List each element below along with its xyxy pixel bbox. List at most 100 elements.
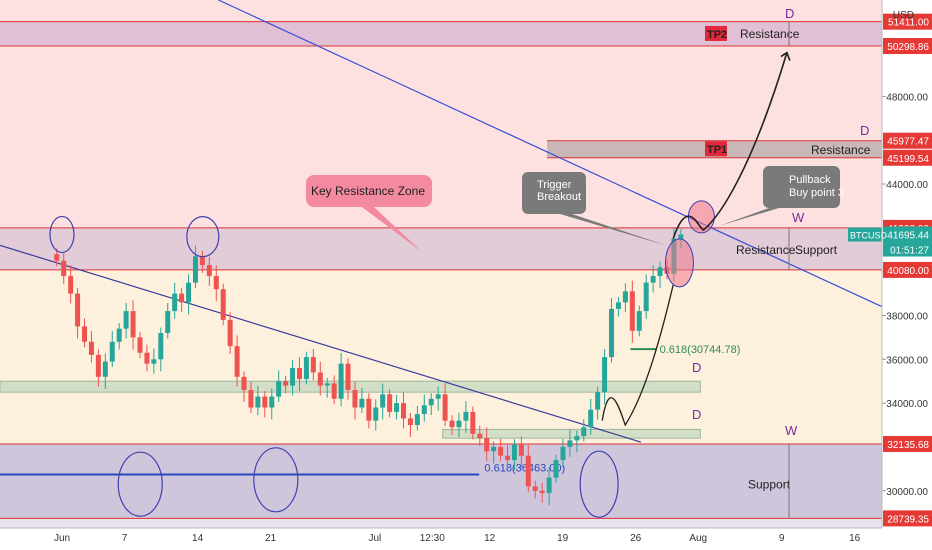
candle-body (317, 372, 323, 386)
candle-body (102, 361, 108, 377)
fib-label-low: 0.618(36463.00) (484, 462, 565, 474)
time-tick-label: 21 (265, 533, 277, 544)
candle-body (296, 368, 302, 380)
candle-body (539, 490, 545, 493)
candle-body (394, 403, 400, 412)
candle-body (615, 302, 621, 309)
candle-body (68, 276, 74, 294)
candle-body (435, 394, 441, 399)
time-tick-label: 26 (630, 533, 642, 544)
price-tick-label: 48000.00 (886, 92, 928, 103)
candle-body (179, 293, 185, 303)
candle-body (310, 357, 316, 373)
zone-3 (0, 443, 882, 519)
time-tick-label: 12:30 (420, 533, 445, 544)
candle-body (366, 398, 372, 421)
candle-body (290, 368, 296, 386)
mark-d-0: D (785, 6, 794, 21)
trigger-label-line: Trigger (537, 179, 572, 191)
candle-body (220, 289, 226, 320)
price-badge (883, 510, 932, 527)
candle-body (449, 420, 455, 428)
mark-d-1: D (860, 123, 869, 138)
candle-body (345, 363, 351, 390)
time-tick-label: Jun (54, 533, 70, 544)
candle-body (116, 328, 122, 342)
price-badge-label: 41695.44 (887, 231, 929, 242)
candle-body (581, 427, 587, 436)
candle-body (88, 341, 94, 355)
candle-body (463, 411, 469, 421)
candle-body (553, 460, 559, 478)
candle-body (609, 308, 615, 358)
candle-body (421, 405, 427, 415)
candle-body (414, 414, 420, 426)
swing-circle-1 (186, 216, 220, 258)
price-badge (883, 149, 932, 166)
candle-body (227, 319, 233, 347)
mark-d-4: D (692, 407, 701, 422)
zone-label-support-bottom: Support (748, 478, 791, 492)
tp2-tag-bg (705, 25, 727, 41)
candle-body (248, 389, 254, 408)
candle-body (602, 357, 608, 393)
candle-body (643, 282, 649, 312)
pullback-label-line: Pullback (789, 174, 831, 186)
swing-path (601, 284, 674, 427)
mark-w-5: W (785, 423, 798, 438)
price-badge-label: 45199.54 (887, 154, 929, 165)
zone-label-resistance: Resistance (736, 243, 796, 257)
bg-upper (0, 0, 882, 228)
candle-body (407, 418, 413, 426)
candle-body (595, 392, 601, 410)
zone-label-support: Support (795, 243, 838, 257)
time-tick-label: 16 (849, 533, 861, 544)
swing-circle-0 (49, 215, 75, 254)
candle-body (400, 403, 406, 419)
trigger-callout (522, 172, 668, 246)
candle-body (532, 486, 538, 491)
price-tick-label: 34000.00 (886, 399, 928, 410)
time-tick-label: 7 (122, 533, 128, 544)
time-tick-label: Jul (369, 533, 382, 544)
time-tick-label: 9 (779, 533, 785, 544)
minor-trendline (0, 244, 642, 443)
candle-body (123, 311, 129, 329)
candle-body (546, 477, 552, 493)
candle-body (234, 346, 240, 377)
breakout-circle (664, 238, 694, 288)
price-badge-label: 50298.86 (887, 42, 929, 53)
key-zone-label: Key Resistance Zone (311, 184, 425, 198)
candle-body (518, 444, 524, 456)
candle-body (657, 267, 663, 277)
candle-body (442, 394, 448, 421)
candle-body (331, 383, 337, 399)
swing-circle-4 (579, 450, 619, 518)
swing-circle-3 (253, 447, 299, 513)
candle-body (324, 383, 330, 386)
price-badge (883, 132, 932, 149)
candle-body (650, 276, 656, 283)
price-badge (883, 38, 932, 55)
trigger-label-line: Breakout (537, 191, 581, 203)
time-tick-label: 12 (484, 533, 496, 544)
swing-circle-2 (117, 451, 163, 517)
demand-zone-1 (442, 428, 701, 439)
candle-body (470, 411, 476, 434)
tp1-tag: TP1 (707, 144, 727, 156)
candle-body (525, 455, 531, 487)
candle-body (622, 291, 628, 303)
pullback-callout (719, 166, 840, 226)
candle-body (192, 256, 198, 283)
candle-body (82, 326, 88, 342)
price-badge (883, 226, 932, 243)
candle-body (213, 276, 219, 290)
bg-middle (0, 227, 882, 444)
key-zone-callout (306, 175, 432, 252)
candle-body (567, 440, 573, 447)
symbol-badge (848, 227, 882, 242)
candle-body (269, 396, 275, 408)
zone-0 (0, 21, 882, 47)
price-badge (883, 435, 932, 452)
